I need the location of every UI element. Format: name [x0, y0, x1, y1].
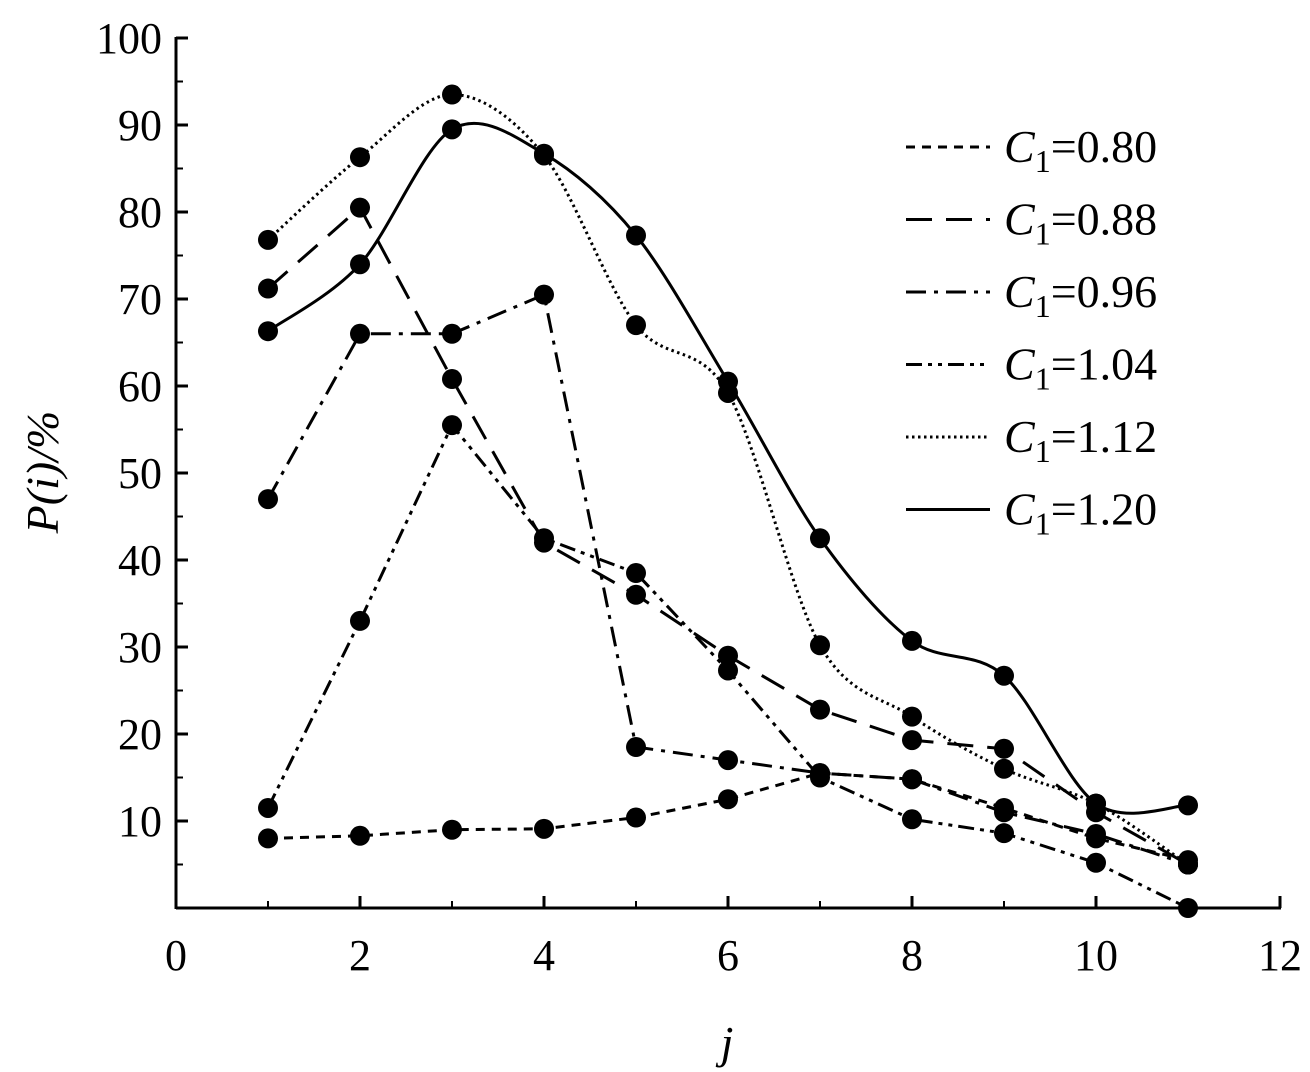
data-point — [902, 769, 922, 790]
x-tick-label: 0 — [165, 931, 187, 980]
data-point — [534, 143, 554, 164]
legend-label: C1=1.12 — [1004, 411, 1157, 469]
legend-label: C1=1.04 — [1004, 339, 1157, 397]
data-point — [442, 819, 462, 840]
data-point — [718, 660, 738, 681]
data-point — [1178, 795, 1198, 816]
x-axis-title: j — [716, 1017, 734, 1068]
data-point — [902, 809, 922, 830]
data-point — [810, 528, 830, 549]
y-axis-title: P(i)/% — [17, 411, 68, 535]
legend: C1=0.80 C1=0.88 C1=0.96 C1=1.04 C1=1.12 C1=1.… — [906, 121, 1157, 542]
legend-label: C1=0.80 — [1004, 121, 1157, 179]
data-point — [994, 665, 1014, 686]
data-point — [534, 284, 554, 305]
x-tick-label: 10 — [1074, 931, 1118, 980]
x-tick-label: 2 — [349, 931, 371, 980]
y-tick-label: 60 — [118, 362, 162, 411]
series-points — [258, 84, 1198, 918]
data-point — [1086, 852, 1106, 873]
data-point — [626, 315, 646, 336]
data-point — [350, 323, 370, 344]
data-point — [534, 818, 554, 839]
data-point — [902, 706, 922, 727]
y-tick-label: 70 — [118, 275, 162, 324]
data-point — [442, 84, 462, 105]
y-tick-label: 100 — [96, 14, 162, 63]
data-point — [902, 630, 922, 651]
data-point — [442, 323, 462, 344]
data-point — [258, 321, 278, 342]
data-point — [902, 730, 922, 751]
data-point — [258, 797, 278, 818]
data-point — [258, 489, 278, 510]
legend-label: C1=0.88 — [1004, 194, 1157, 252]
data-point — [442, 415, 462, 436]
data-point — [718, 645, 738, 666]
data-point — [1086, 793, 1106, 814]
data-point — [258, 278, 278, 299]
data-point — [994, 758, 1014, 779]
y-tick-label: 90 — [118, 101, 162, 150]
data-point — [626, 563, 646, 584]
legend-label: C1=1.20 — [1004, 484, 1157, 542]
data-point — [626, 737, 646, 758]
data-point — [534, 528, 554, 549]
data-point — [994, 802, 1014, 823]
data-point — [718, 371, 738, 392]
data-point — [442, 119, 462, 140]
data-point — [1086, 824, 1106, 845]
x-tick-label: 6 — [717, 931, 739, 980]
x-tick-label: 4 — [533, 931, 555, 980]
data-point — [718, 750, 738, 771]
data-point — [1178, 898, 1198, 918]
data-point — [258, 828, 278, 849]
data-point — [350, 825, 370, 846]
y-tick-label: 30 — [118, 623, 162, 672]
data-point — [626, 225, 646, 246]
data-point — [1178, 854, 1198, 875]
y-tick-label: 40 — [118, 536, 162, 585]
data-point — [718, 789, 738, 810]
data-point — [994, 738, 1014, 759]
data-point — [350, 610, 370, 631]
ticks: 0 2 4 6 8 10 12 10 20 30 40 50 60 70 80 90 100 — [96, 14, 1302, 980]
data-point — [626, 807, 646, 828]
data-point — [258, 229, 278, 250]
data-point — [994, 823, 1014, 844]
y-tick-label: 20 — [118, 710, 162, 759]
data-point — [442, 369, 462, 390]
data-point — [810, 699, 830, 720]
data-point — [626, 584, 646, 605]
legend-label: C1=0.96 — [1004, 266, 1157, 324]
data-point — [810, 767, 830, 788]
data-point — [810, 635, 830, 656]
data-point — [350, 254, 370, 275]
y-tick-label: 50 — [118, 449, 162, 498]
x-tick-label: 12 — [1258, 931, 1302, 980]
data-point — [350, 197, 370, 218]
x-tick-label: 8 — [901, 931, 923, 980]
data-point — [350, 147, 370, 168]
y-tick-label: 10 — [118, 797, 162, 846]
y-tick-label: 80 — [118, 188, 162, 237]
